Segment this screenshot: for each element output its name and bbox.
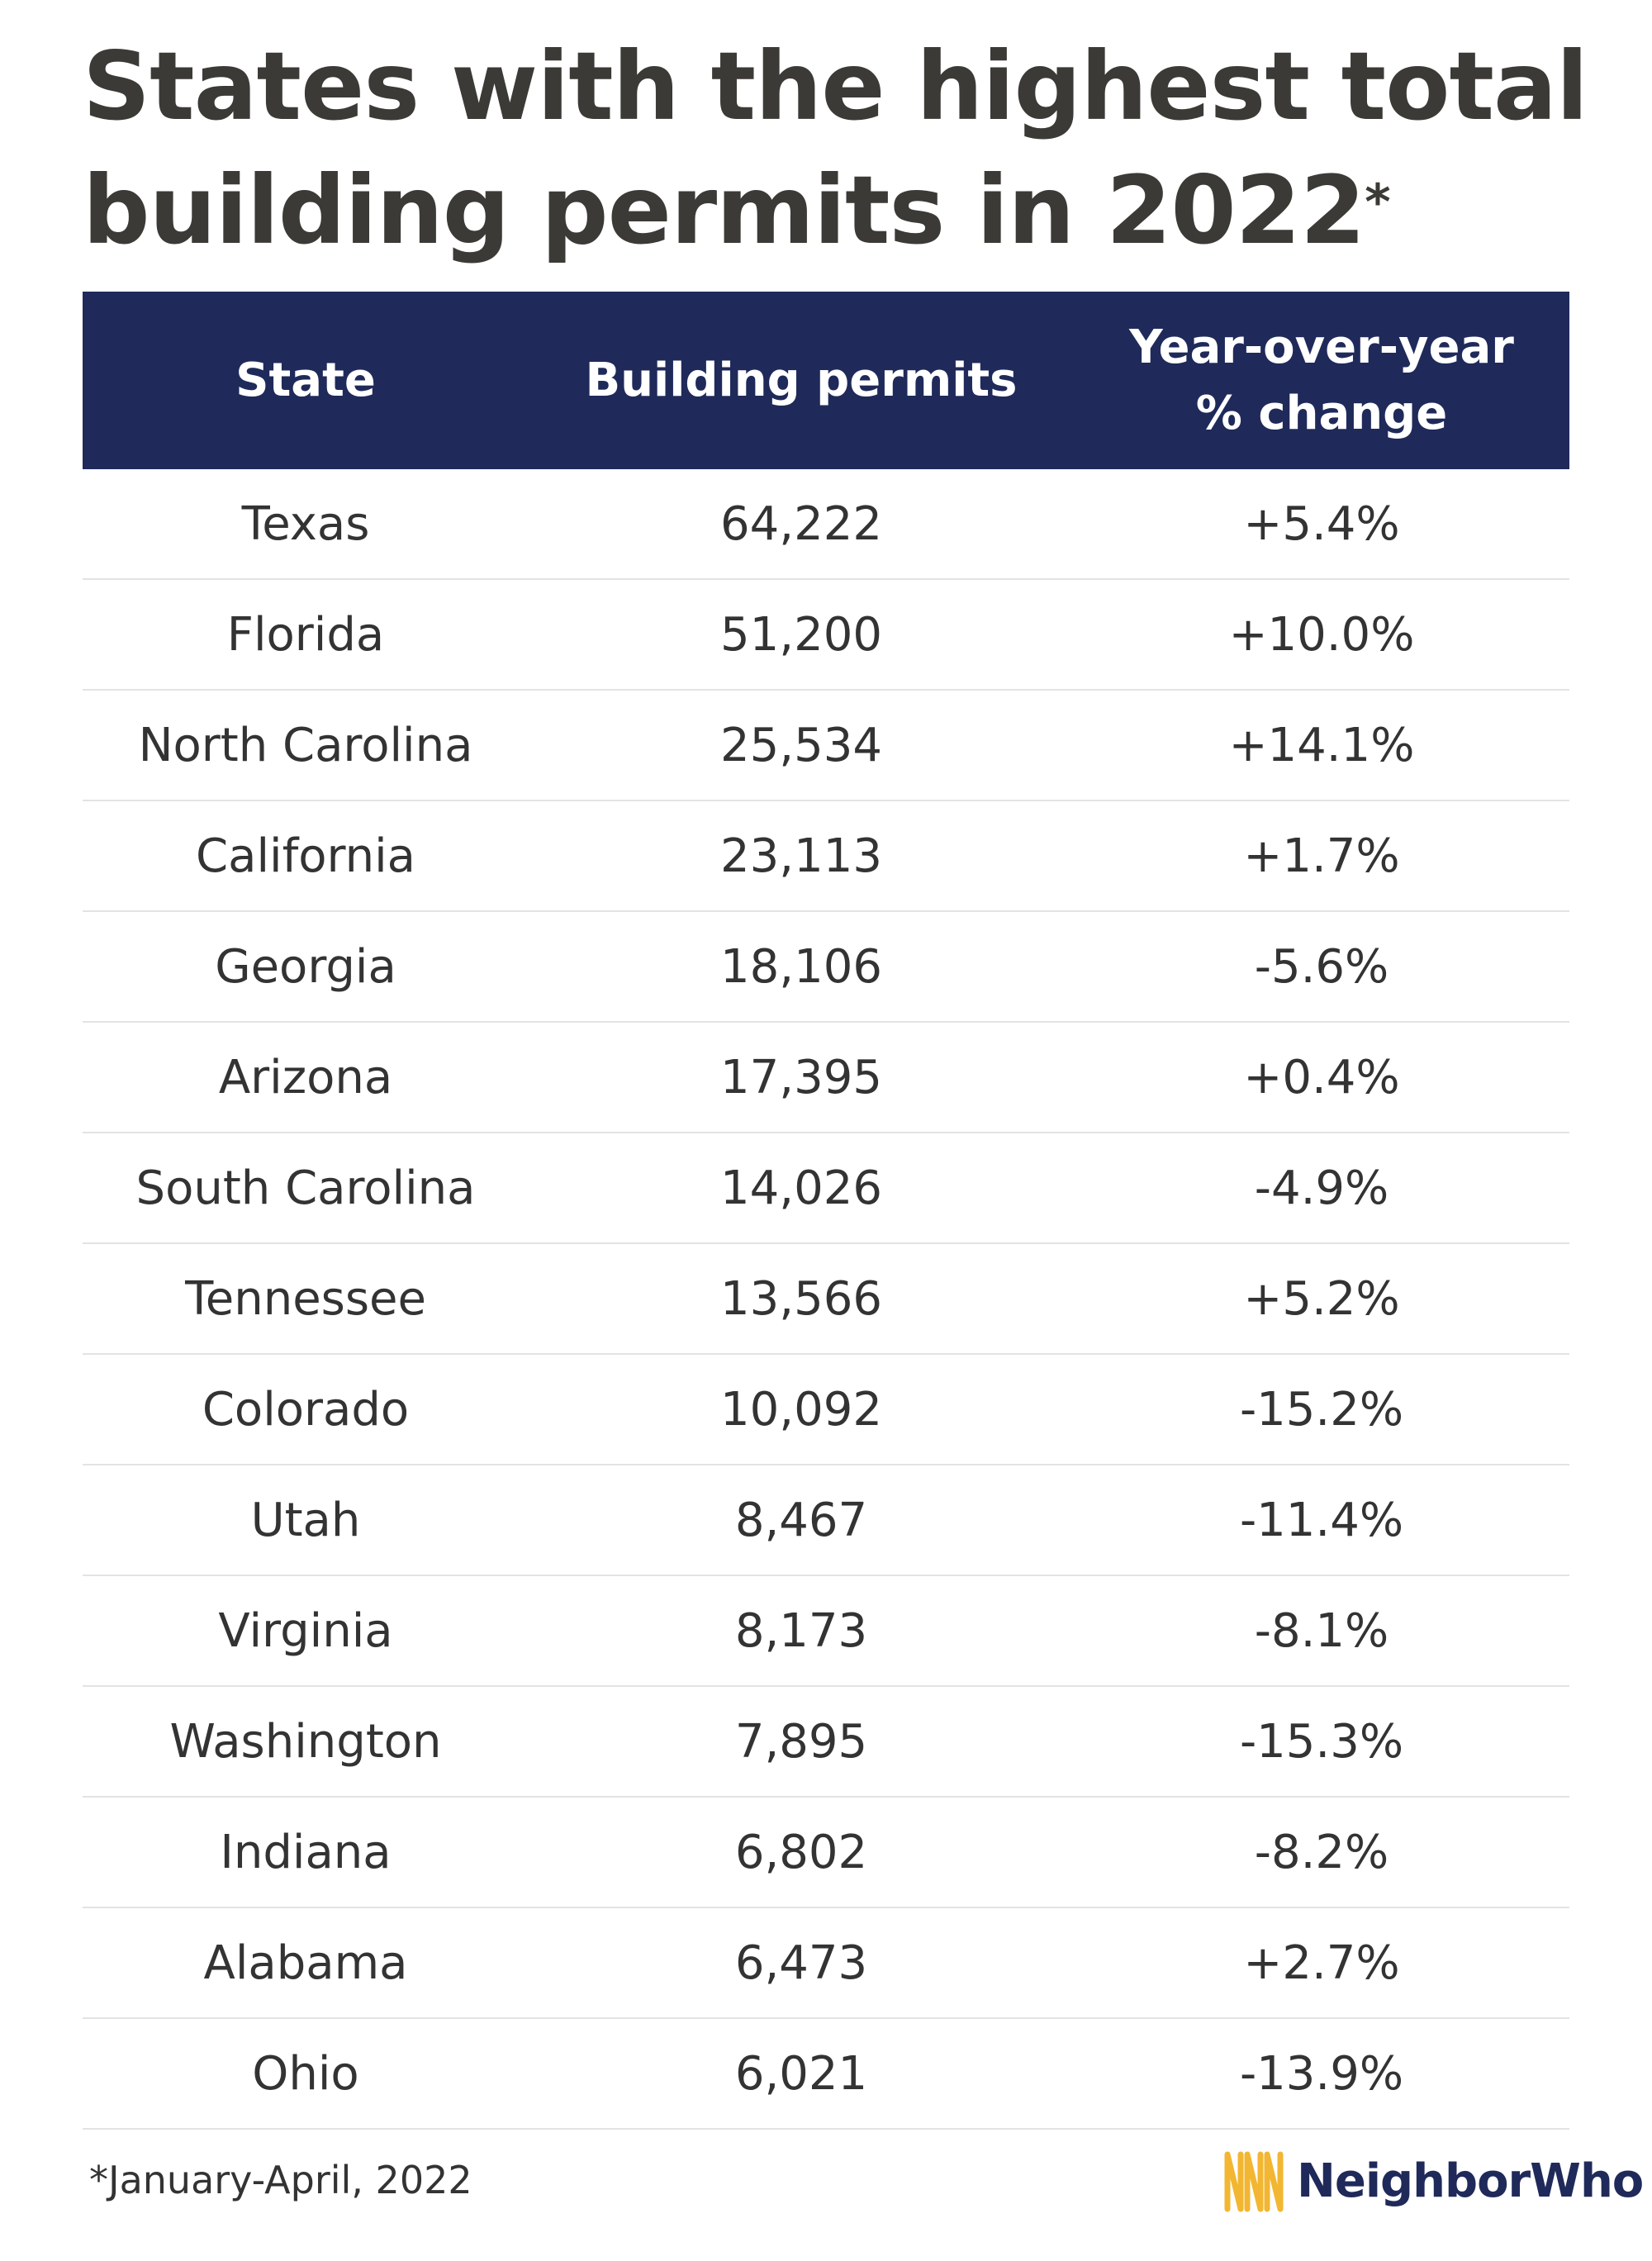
permits-cell: 14,026 [529,1133,1074,1244]
permits-cell: 6,473 [529,1907,1074,2019]
permits-cell: 17,395 [529,1022,1074,1133]
permits-table: State Building permits Year-over-year % … [83,292,1569,2130]
table-body: Texas 64,222 +5.4% Florida 51,200 +10.0% North… [83,469,1569,2130]
permits-cell: 64,222 [529,469,1074,580]
state-cell: Utah [83,1465,529,1576]
state-cell: Tennessee [83,1243,529,1355]
permits-cell: 25,534 [529,690,1074,801]
logo-text: NeighborWho [1297,2154,1644,2208]
header-yoy: Year-over-year % change [1074,292,1569,469]
permits-cell: 18,106 [529,911,1074,1023]
header-yoy-line-2: % change [1195,386,1448,440]
table-row: Florida 51,200 +10.0% [83,579,1569,691]
state-cell: North Carolina [83,690,529,801]
table-row: Alabama 6,473 +2.7% [83,1907,1569,2019]
state-cell: Washington [83,1686,529,1798]
yoy-change-cell: +5.4% [1074,469,1569,580]
state-cell: South Carolina [83,1133,529,1244]
table-row: Colorado 10,092 -15.2% [83,1354,1569,1465]
state-cell: Indiana [83,1797,529,1908]
neighborwho-logo-icon [1224,2151,1284,2212]
state-cell: Texas [83,469,529,580]
table-row: Virginia 8,173 -8.1% [83,1575,1569,1687]
yoy-change-cell: -4.9% [1074,1133,1569,1244]
table-row: Tennessee 13,566 +5.2% [83,1243,1569,1355]
permits-cell: 6,021 [529,2018,1074,2130]
yoy-change-cell: -15.2% [1074,1354,1569,1465]
permits-cell: 51,200 [529,579,1074,691]
state-cell: Florida [83,579,529,691]
state-cell: Alabama [83,1907,529,2019]
state-cell: California [83,800,529,912]
yoy-change-cell: +5.2% [1074,1243,1569,1355]
table-row: North Carolina 25,534 +14.1% [83,690,1569,801]
permits-cell: 8,467 [529,1465,1074,1576]
state-cell: Colorado [83,1354,529,1465]
title-asterisk: * [1365,173,1390,231]
header-permits: Building permits [529,292,1074,469]
table-header: State Building permits Year-over-year % … [83,292,1569,469]
footnote: *January-April, 2022 [89,2158,472,2202]
table-row: California 23,113 +1.7% [83,800,1569,912]
yoy-change-cell: -5.6% [1074,911,1569,1023]
table-row: Washington 7,895 -15.3% [83,1686,1569,1798]
header-yoy-line-1: Year-over-year [1129,320,1514,374]
yoy-change-cell: -8.1% [1074,1575,1569,1687]
yoy-change-cell: -8.2% [1074,1797,1569,1908]
state-cell: Georgia [83,911,529,1023]
table-row: South Carolina 14,026 -4.9% [83,1133,1569,1244]
yoy-change-cell: +2.7% [1074,1907,1569,2019]
neighborwho-logo: NeighborWho [1222,2144,1644,2218]
table-row: Indiana 6,802 -8.2% [83,1797,1569,1908]
permits-cell: 10,092 [529,1354,1074,1465]
table-row: Utah 8,467 -11.4% [83,1465,1569,1576]
title-line-2: building permits in 2022* [83,149,1569,273]
table-row: Georgia 18,106 -5.6% [83,911,1569,1023]
yoy-change-cell: -11.4% [1074,1465,1569,1576]
permits-cell: 13,566 [529,1243,1074,1355]
title-line-1: States with the highest total [83,31,1588,141]
yoy-change-cell: +0.4% [1074,1022,1569,1133]
permits-cell: 6,802 [529,1797,1074,1908]
yoy-change-cell: -15.3% [1074,1686,1569,1798]
table-row: Arizona 17,395 +0.4% [83,1022,1569,1133]
permits-cell: 8,173 [529,1575,1074,1687]
header-row: State Building permits Year-over-year % … [83,292,1569,469]
yoy-change-cell: +1.7% [1074,800,1569,912]
state-cell: Ohio [83,2018,529,2130]
title-line-2-text: building permits in 2022 [83,155,1365,265]
header-state: State [83,292,529,469]
state-cell: Arizona [83,1022,529,1133]
table-row: Texas 64,222 +5.4% [83,469,1569,580]
yoy-change-cell: +14.1% [1074,690,1569,801]
yoy-change-cell: +10.0% [1074,579,1569,691]
yoy-change-cell: -13.9% [1074,2018,1569,2130]
state-cell: Virginia [83,1575,529,1687]
chart-title: States with the highest total building p… [83,25,1588,273]
table-row: Ohio 6,021 -13.9% [83,2018,1569,2130]
permits-cell: 23,113 [529,800,1074,912]
permits-cell: 7,895 [529,1686,1074,1798]
